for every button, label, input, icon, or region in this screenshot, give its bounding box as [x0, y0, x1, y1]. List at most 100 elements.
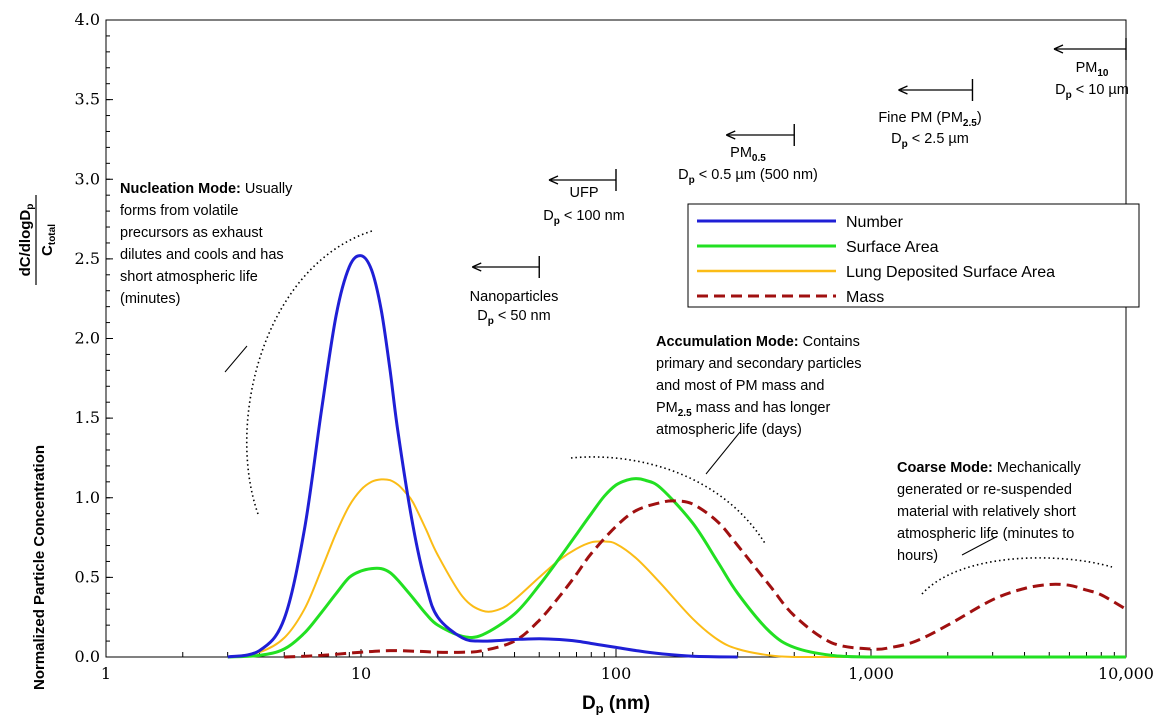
x-axis-title-suffix: (nm)	[604, 693, 650, 714]
y-axis-ticks: 0.0 0.5 1.0 1.5 2.0 2.5 3.0 3.5 4.0	[75, 10, 113, 666]
y-axis-fraction-numerator: dC/dlogDp	[17, 204, 36, 277]
series-line-mass	[284, 499, 1127, 659]
nucleation-line-6: (minutes)	[120, 291, 180, 307]
x-axis-title-sub: p	[596, 701, 604, 715]
range-label: PM0.5	[730, 145, 766, 164]
range-label: Fine PM (PM2.5)	[878, 110, 981, 129]
range-condition-sub: p	[554, 216, 560, 227]
coarse-line-1: Mechanically	[997, 460, 1082, 476]
y-axis-title-text: Normalized Particle Concentration	[31, 445, 48, 690]
range-condition-rest: < 100 nm	[560, 208, 625, 224]
range-condition-sub: p	[1066, 90, 1072, 101]
y-tick-label: 3.5	[75, 90, 100, 109]
fraction-numerator-main: dC/dlogD	[17, 210, 34, 277]
range-condition: Dp < 0.5 µm (500 nm)	[678, 167, 818, 186]
range-label: Nanoparticles	[470, 289, 559, 305]
x-tick-label: 10	[351, 664, 371, 683]
y-axis-title: Normalized Particle Concentration	[31, 445, 48, 690]
x-axis-title: Dp (nm)	[582, 693, 650, 715]
accumulation-leader	[705, 431, 741, 475]
range-condition: Dp < 2.5 µm	[891, 131, 969, 150]
y-axis-fraction-denominator: Ctotal	[39, 224, 58, 256]
fraction-numerator-sub: p	[25, 204, 36, 210]
y-tick-label: 3.0	[75, 169, 100, 188]
mode-arcs	[246, 230, 1113, 595]
coarse-line-5: hours)	[897, 548, 938, 564]
y-tick-label: 2.5	[75, 249, 100, 268]
mode-leaders	[224, 345, 997, 556]
range-arrow-head	[725, 130, 736, 140]
legend: Number Surface Area Lung Deposited Surface…	[687, 203, 1140, 308]
coarse-title: Coarse Mode:	[897, 460, 993, 476]
range-condition-main: D	[891, 131, 901, 147]
legend-label: Mass	[846, 289, 884, 306]
nucleation-line-3: precursors as exhaust	[120, 225, 263, 241]
range-arrow-head	[898, 85, 908, 95]
range-arrow-head	[548, 175, 559, 185]
range-condition: Dp < 50 nm	[477, 308, 550, 327]
fraction-denominator-main: C	[39, 245, 56, 256]
range-condition-rest: < 50 nm	[494, 308, 551, 324]
coarse-line-4: atmospheric life (minutes to	[897, 526, 1074, 542]
accumulation-line-3: and most of PM mass and	[656, 378, 824, 394]
nucleation-line-1: Usually	[245, 181, 293, 197]
x-tick-label: 1	[101, 664, 111, 683]
y-tick-label: 0.5	[75, 567, 100, 586]
range-label-end: )	[977, 110, 982, 126]
legend-label: Surface Area	[846, 239, 939, 256]
legend-items: Number Surface Area Lung Deposited Surface…	[697, 214, 1055, 306]
nucleation-arc	[246, 230, 373, 515]
range-condition-main: D	[678, 167, 688, 183]
range-label-sub: 0.5	[752, 153, 766, 164]
range-label-main: Nanoparticles	[470, 289, 559, 305]
nucleation-title: Nucleation Mode:	[120, 181, 241, 197]
range-condition-main: D	[477, 308, 487, 324]
y-tick-label: 1.5	[75, 408, 100, 427]
y-tick-label: 1.0	[75, 488, 100, 507]
nucleation-leader	[224, 345, 248, 373]
nucleation-line-4: dilutes and cools and has	[120, 247, 284, 263]
range-label-sub: 10	[1097, 68, 1109, 79]
nucleation-line-5: short atmospheric life	[120, 269, 258, 285]
accumulation-annotation: Accumulation Mode: Contains primary and s…	[656, 334, 866, 438]
legend-label: Lung Deposited Surface Area	[846, 264, 1055, 281]
range-condition: Dp < 100 nm	[543, 208, 624, 227]
accumulation-line-4-sub: 2.5	[678, 408, 692, 419]
range-label-main: PM	[1076, 60, 1098, 76]
series-line-surface-area	[227, 477, 1126, 659]
range-label-sub: 2.5	[963, 118, 977, 129]
y-tick-label: 4.0	[75, 10, 100, 29]
accumulation-title: Accumulation Mode:	[656, 334, 799, 350]
range-label-main: UFP	[570, 185, 599, 201]
y-tick-label: 2.0	[75, 329, 100, 348]
range-condition-main: D	[543, 208, 553, 224]
range-condition-rest: < 0.5 µm (500 nm)	[695, 167, 818, 183]
range-condition-sub: p	[488, 316, 494, 327]
x-tick-label: 1,000	[848, 664, 894, 683]
plot-area-frame	[105, 19, 1127, 658]
x-axis-title-main: D	[582, 693, 596, 714]
range-label-main: Fine PM (PM	[878, 110, 963, 126]
nucleation-line-2: forms from volatile	[120, 203, 238, 219]
accumulation-line-4a: PM	[656, 400, 678, 416]
fraction-denominator-sub: total	[47, 224, 58, 245]
coarse-annotation: Coarse Mode: Mechanically generated or re…	[897, 460, 1085, 564]
series-line-number	[227, 254, 738, 659]
accumulation-line-5: atmospheric life (days)	[656, 422, 802, 438]
range-label-main: PM	[730, 145, 752, 161]
x-tick-label: 10,000	[1098, 664, 1154, 683]
y-axis-fraction: dC/dlogDp Ctotal	[17, 195, 58, 285]
nucleation-annotation: Nucleation Mode: Usually forms from volat…	[120, 181, 296, 307]
range-arrow-head	[1053, 44, 1064, 54]
x-tick-label: 100	[601, 664, 632, 683]
range-condition-sub: p	[902, 139, 908, 150]
range-label: UFP	[570, 185, 599, 201]
coarse-leader	[961, 536, 997, 556]
range-condition: Dp < 10 µm	[1055, 82, 1129, 101]
series-layer	[227, 254, 1127, 659]
accumulation-line-4b: mass and has longer	[692, 400, 831, 416]
range-label: PM10	[1076, 60, 1109, 79]
coarse-line-2: generated or re-suspended	[897, 482, 1072, 498]
